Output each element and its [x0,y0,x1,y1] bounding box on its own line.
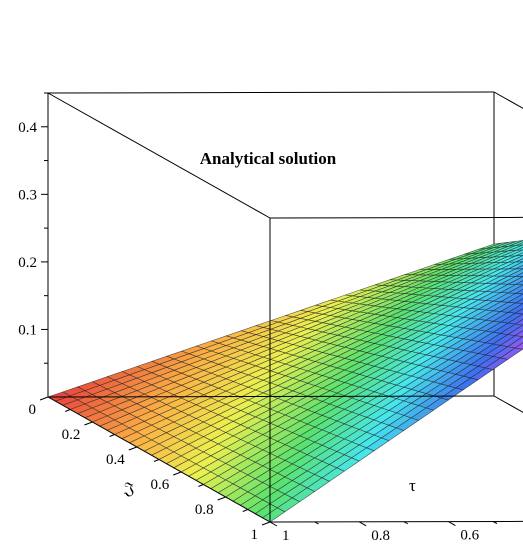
y-tick [269,521,278,527]
box-edge [47,91,495,94]
x-tick [39,396,49,401]
x-axis-label: 𝔍 [123,479,134,498]
surface-cell [500,255,523,263]
surface-cell [515,252,523,257]
y-tick-label: 1 [282,528,290,544]
x-tick-label: 0.6 [150,477,169,493]
surface-cell [515,258,523,263]
x-tick [242,509,248,512]
surface-cell [508,255,523,263]
x-tick [198,484,204,487]
x-tick [128,446,137,451]
surface-mesh [47,240,523,523]
z-tick-label: 0.1 [18,322,37,338]
z-tick-label: 0.2 [18,255,37,271]
surface-cell [499,293,523,303]
z-tick-label: 0.4 [18,120,37,136]
surface-cell [515,247,523,251]
surface-cell [500,261,523,270]
surface-cell [514,308,523,315]
box-edge [493,91,523,109]
surface-cell [499,275,523,285]
box-edge [269,520,523,523]
y-tick [448,521,456,527]
surface-cell [508,244,523,252]
box-edge [47,395,495,398]
surface-cell [501,244,523,252]
surface-cell [499,284,523,294]
x-tick-label: 0.4 [106,452,125,468]
surface-cell [514,280,523,286]
x-tick [153,459,160,462]
x-tick [173,471,182,476]
x-tick [109,434,115,437]
z-axis: 0.1 0.2 0.3 0.4 [18,92,48,364]
y-axis-label: τ [409,476,416,495]
chart-title: Analytical solution [200,149,337,168]
x-tick [217,496,226,501]
x-tick [65,409,71,412]
box-edge [47,92,271,219]
surface-cell [500,268,523,277]
surface-cell [515,272,523,277]
x-axis: 0 0.2 0.4 0.6 0.8 1 [29,396,271,543]
surface-cell [501,249,523,257]
x-tick [261,521,271,526]
y-axis: 00.20.40.60.81 [269,521,498,544]
y-tick-label: 0.8 [371,528,390,544]
y-tick [314,521,319,525]
x-tick-label: 0 [29,402,37,418]
surface-cell [501,240,523,248]
y-tick [358,521,367,527]
surface-cell [508,240,523,247]
surface-cell [514,330,523,338]
x-tick-label: 1 [251,527,259,543]
surface-cell [514,288,523,295]
y-tick [492,521,498,524]
x-tick-label: 0.8 [195,502,214,518]
surface-cell [499,302,523,313]
surface-cell [514,318,523,326]
box-edge [493,395,523,413]
surface-cell [514,298,523,304]
surface-cell [515,264,523,270]
surface-cell [515,242,523,246]
box-edge [269,216,523,219]
z-tick-label: 0.3 [18,187,37,203]
x-tick-label: 0.2 [62,427,81,443]
x-tick [84,421,93,426]
surface-cell [514,342,523,350]
surface-cell [508,249,523,257]
y-tick-label: 0.6 [460,528,479,544]
y-tick [403,521,409,525]
